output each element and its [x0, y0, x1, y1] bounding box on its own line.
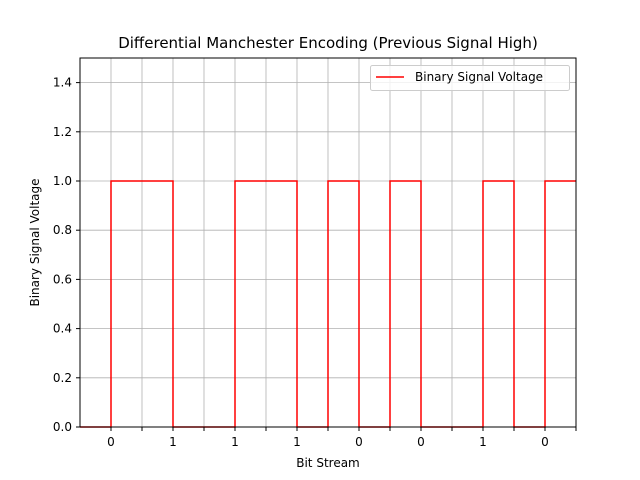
- y-tick-label: 0.4: [53, 322, 72, 336]
- x-tick-label: 1: [293, 435, 301, 449]
- legend-label: Binary Signal Voltage: [415, 70, 543, 84]
- series-line-0: [80, 180, 576, 428]
- legend: Binary Signal Voltage: [370, 65, 570, 91]
- y-tick-label: 0.2: [53, 371, 72, 385]
- x-tick-label: 1: [231, 435, 239, 449]
- y-tick-label: 0.8: [53, 223, 72, 237]
- y-tick-label: 0.6: [53, 272, 72, 286]
- x-tick-label: 1: [169, 435, 177, 449]
- x-tick-label: 0: [541, 435, 549, 449]
- series-layer: [80, 180, 576, 428]
- chart-title: Differential Manchester Encoding (Previo…: [118, 34, 538, 52]
- legend-box: [370, 65, 570, 91]
- y-tick-label: 0.0: [53, 420, 72, 434]
- x-tick-label: 0: [355, 435, 363, 449]
- y-tick-label: 1.2: [53, 125, 72, 139]
- x-tick-label: 0: [417, 435, 425, 449]
- ticks-layer: 0 1 1 1 0 0 1 0 0.0 0.2 0.4 0.6 0.8 1.0 1.2 1.4: [53, 76, 577, 449]
- y-axis-label: Binary Signal Voltage: [28, 178, 42, 306]
- x-tick-label: 1: [479, 435, 487, 449]
- x-axis-label: Bit Stream: [296, 456, 360, 470]
- y-tick-label: 1.0: [53, 174, 72, 188]
- x-tick-label: 0: [107, 435, 115, 449]
- y-tick-label: 1.4: [53, 76, 72, 90]
